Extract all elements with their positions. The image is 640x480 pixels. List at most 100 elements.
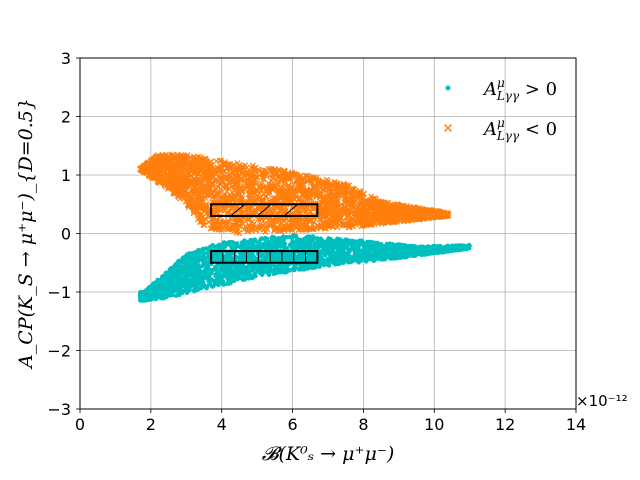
data-point bbox=[307, 215, 314, 223]
data-point bbox=[289, 194, 296, 201]
data-point bbox=[170, 190, 177, 197]
data-point bbox=[387, 214, 394, 222]
data-point bbox=[319, 222, 326, 229]
data-point bbox=[331, 211, 338, 218]
data-point bbox=[201, 183, 208, 190]
data-point bbox=[223, 183, 230, 190]
data-point bbox=[187, 197, 194, 204]
data-point bbox=[251, 190, 259, 197]
data-point bbox=[209, 271, 214, 276]
data-point bbox=[239, 163, 246, 170]
data-point bbox=[292, 186, 299, 194]
data-point bbox=[168, 152, 175, 159]
series-negative bbox=[137, 151, 452, 237]
data-point bbox=[403, 206, 410, 213]
data-point bbox=[303, 188, 311, 195]
data-point bbox=[288, 169, 296, 176]
data-point bbox=[183, 263, 188, 269]
data-point bbox=[204, 192, 211, 199]
data-point bbox=[381, 219, 388, 226]
data-point bbox=[307, 208, 314, 216]
data-point bbox=[361, 222, 368, 229]
data-point bbox=[247, 198, 254, 205]
data-point bbox=[157, 164, 164, 171]
data-point bbox=[401, 217, 408, 224]
data-point bbox=[207, 184, 214, 192]
data-point bbox=[340, 192, 347, 199]
data-point bbox=[357, 189, 364, 196]
data-point bbox=[266, 217, 273, 224]
data-point bbox=[334, 200, 341, 208]
data-point bbox=[418, 213, 425, 220]
data-point bbox=[147, 165, 154, 172]
data-point bbox=[365, 216, 372, 223]
data-point bbox=[345, 212, 352, 219]
data-point bbox=[310, 184, 317, 191]
data-point bbox=[205, 167, 212, 174]
data-point bbox=[218, 221, 225, 228]
data-point bbox=[178, 179, 185, 186]
data-point bbox=[161, 156, 168, 163]
data-point bbox=[370, 211, 377, 218]
data-point bbox=[314, 223, 321, 230]
data-point bbox=[283, 224, 290, 231]
data-point bbox=[216, 157, 223, 164]
data-point bbox=[182, 155, 189, 162]
data-point bbox=[322, 220, 329, 227]
data-point bbox=[164, 162, 171, 169]
data-point bbox=[431, 210, 438, 217]
data-point bbox=[337, 214, 344, 221]
data-point bbox=[271, 184, 279, 191]
data-point bbox=[206, 265, 211, 271]
data-point bbox=[199, 191, 207, 199]
data-point bbox=[269, 215, 276, 223]
data-point bbox=[197, 197, 204, 204]
data-point bbox=[278, 191, 286, 198]
data-point bbox=[245, 182, 252, 189]
data-point bbox=[296, 266, 301, 271]
data-point bbox=[233, 166, 240, 173]
data-point bbox=[374, 220, 382, 227]
data-point bbox=[296, 204, 303, 212]
data-point bbox=[424, 207, 431, 214]
data-point bbox=[276, 173, 283, 180]
data-point bbox=[300, 186, 307, 193]
data-point bbox=[351, 199, 358, 206]
data-point bbox=[200, 156, 207, 163]
data-point bbox=[234, 219, 241, 226]
series-positive bbox=[138, 233, 472, 303]
data-point bbox=[360, 190, 367, 197]
data-point bbox=[270, 220, 277, 227]
data-point bbox=[152, 159, 159, 166]
data-point bbox=[277, 207, 284, 214]
data-point bbox=[239, 271, 245, 277]
data-point bbox=[190, 153, 197, 160]
data-point bbox=[210, 224, 217, 231]
data-point bbox=[241, 171, 248, 178]
data-point bbox=[394, 212, 401, 219]
data-point bbox=[170, 176, 177, 183]
data-point bbox=[227, 194, 234, 202]
data-point bbox=[184, 154, 191, 161]
data-point bbox=[382, 200, 389, 207]
data-point bbox=[285, 176, 292, 183]
data-point bbox=[158, 155, 165, 162]
data-point bbox=[241, 226, 248, 233]
data-point bbox=[431, 208, 439, 215]
data-point bbox=[238, 175, 245, 182]
data-point bbox=[388, 208, 395, 215]
data-point bbox=[290, 219, 297, 226]
data-point bbox=[326, 218, 333, 225]
data-point bbox=[357, 196, 364, 203]
data-point bbox=[154, 176, 161, 184]
data-point bbox=[261, 256, 266, 261]
data-point bbox=[313, 190, 320, 197]
data-point bbox=[301, 219, 308, 226]
data-point bbox=[379, 210, 386, 218]
data-point bbox=[235, 271, 240, 277]
data-point bbox=[192, 203, 199, 211]
data-point bbox=[367, 247, 372, 252]
data-point bbox=[304, 172, 311, 179]
data-point bbox=[308, 242, 313, 247]
data-point bbox=[256, 240, 261, 246]
